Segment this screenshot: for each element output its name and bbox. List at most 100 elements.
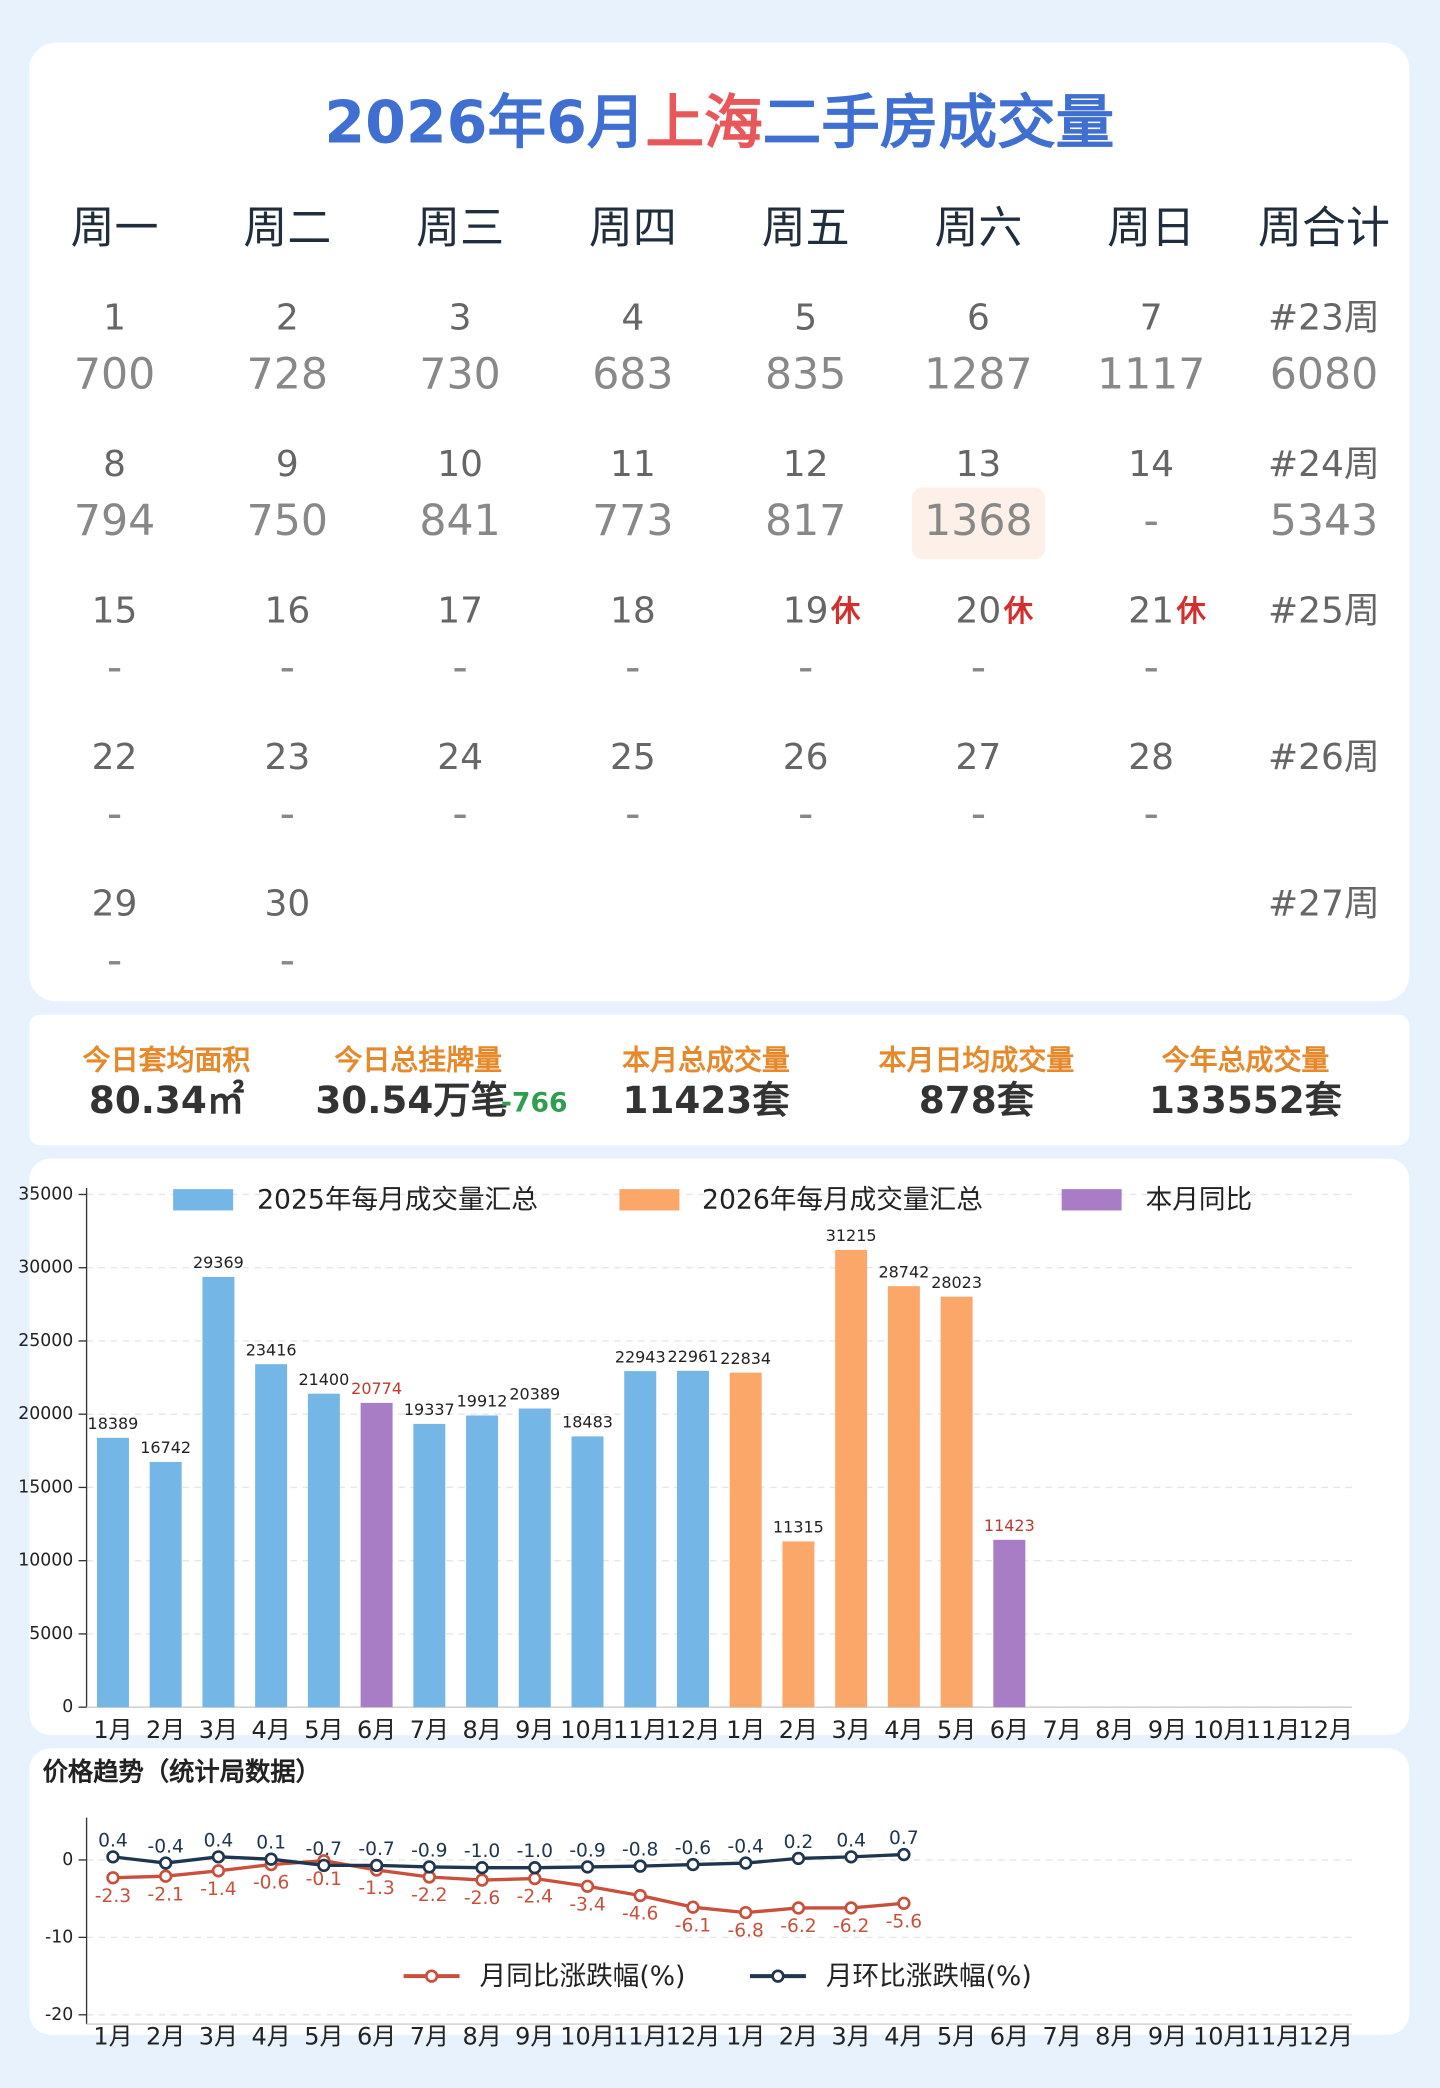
x-tick-label: 6月 [990, 1716, 1029, 1744]
day-value: - [280, 642, 295, 692]
day-date: 18 [610, 591, 656, 632]
day-value: - [280, 935, 295, 985]
bar-value-label: 19337 [404, 1400, 455, 1419]
point-label: -0.8 [622, 1840, 658, 1861]
day-value: 841 [419, 496, 500, 546]
x-tick-label: 4月 [252, 1716, 291, 1744]
day-date: 19 [783, 591, 829, 632]
week-label: #26周 [1268, 737, 1380, 778]
point-label: -0.6 [253, 1873, 289, 1894]
x-tick-label: 4月 [884, 1716, 923, 1744]
point [159, 1856, 173, 1870]
day-date: 5 [794, 298, 817, 339]
x-tick-label: 9月 [1148, 1716, 1187, 1744]
bar [835, 1249, 868, 1708]
day-value: - [971, 642, 986, 692]
day-value: - [452, 642, 467, 692]
x-tick-label: 5月 [304, 1716, 343, 1744]
day-value: 750 [247, 496, 328, 546]
bar [360, 1402, 393, 1708]
point-label: -1.0 [517, 1841, 553, 1862]
day-date: 29 [92, 884, 138, 925]
day-value: 700 [74, 349, 155, 399]
bar-value-label: 19912 [457, 1392, 508, 1411]
point [422, 1860, 436, 1874]
x-tick-label: 9月 [1148, 2022, 1187, 2050]
y-tick-label: 0 [62, 1850, 73, 1870]
day-date: 4 [621, 298, 644, 339]
bar [940, 1296, 973, 1708]
stat-value: 30.54万笔 [315, 1078, 508, 1122]
y-tick-label: -10 [45, 1927, 73, 1947]
legend-marker [424, 1969, 439, 1983]
title-part: 2026年6月 [324, 89, 645, 157]
day-date: 8 [103, 444, 126, 485]
legend-marker [771, 1969, 785, 1983]
day-value: - [1144, 642, 1159, 692]
x-tick-label: 7月 [1042, 2022, 1081, 2050]
x-tick-label: 6月 [357, 2022, 396, 2050]
point-label: -2.2 [411, 1885, 447, 1906]
y-tick-label: 0 [62, 1697, 73, 1717]
day-value: 728 [247, 349, 328, 399]
title-part: 上海 [645, 89, 762, 157]
stat-label: 本月总成交量 [622, 1043, 790, 1076]
point-label: -6.2 [780, 1916, 816, 1937]
bar [571, 1436, 604, 1708]
day-value: - [280, 789, 295, 839]
content: 周一 周二 周三 周四 周五 周六 周日 周合计17002728373046835835612… [18, 202, 1390, 2050]
legend-label: 2025年每月成交量汇总 [257, 1185, 538, 1216]
point [686, 1900, 700, 1914]
point-label: -6.8 [728, 1921, 764, 1942]
week-label: #27周 [1268, 884, 1380, 925]
day-value: - [625, 789, 640, 839]
x-tick-label: 2月 [146, 1716, 185, 1744]
day-value: - [107, 642, 122, 692]
point [791, 1851, 806, 1866]
day-date: 3 [449, 298, 472, 339]
point-label: -6.1 [675, 1915, 711, 1936]
bar-value-label: 22834 [720, 1349, 771, 1368]
x-tick-label: 1月 [726, 2022, 765, 2050]
day-value: - [1144, 496, 1159, 546]
bar [676, 1370, 709, 1708]
bar-value-label: 22943 [615, 1347, 666, 1366]
chart-title: 价格趋势（统计局数据） [43, 1758, 321, 1787]
point-label: -0.1 [306, 1869, 342, 1890]
stat-value: 11423套 [623, 1078, 791, 1122]
bar-value-label: 18483 [562, 1413, 613, 1432]
x-tick-label: 12月 [666, 2022, 720, 2050]
point-label: -1.0 [464, 1841, 500, 1862]
day-date: 25 [610, 737, 656, 778]
point [739, 1905, 753, 1920]
week-total: 6080 [1270, 349, 1378, 399]
x-tick-label: 8月 [1095, 2022, 1134, 2050]
x-tick-label: 2月 [146, 2022, 185, 2050]
day-date: 30 [264, 884, 310, 925]
stat-change: -766 [501, 1087, 568, 1118]
day-value: - [1144, 789, 1159, 839]
point [580, 1860, 595, 1874]
x-tick-label: 2月 [779, 2022, 818, 2050]
day-date: 2 [276, 298, 299, 339]
point-label: -0.7 [358, 1839, 394, 1860]
bar-value-label: 28742 [878, 1262, 929, 1281]
point [897, 1896, 911, 1910]
point [369, 1858, 384, 1873]
point-label: 0.7 [889, 1828, 919, 1849]
day-date: 12 [783, 444, 829, 485]
stat-value: 80.34㎡ [89, 1078, 244, 1122]
day-date: 22 [92, 737, 138, 778]
x-tick-label: 4月 [884, 2022, 923, 2050]
point-label: -1.4 [200, 1879, 236, 1900]
day-date: 13 [956, 444, 1002, 485]
point [211, 1850, 226, 1864]
x-tick-label: 5月 [304, 2022, 343, 2050]
day-value: 817 [765, 496, 846, 546]
point-label: 0.2 [784, 1832, 814, 1853]
point [264, 1852, 278, 1866]
point-label: -2.1 [148, 1884, 184, 1905]
bar [887, 1286, 920, 1708]
point [633, 1859, 647, 1873]
